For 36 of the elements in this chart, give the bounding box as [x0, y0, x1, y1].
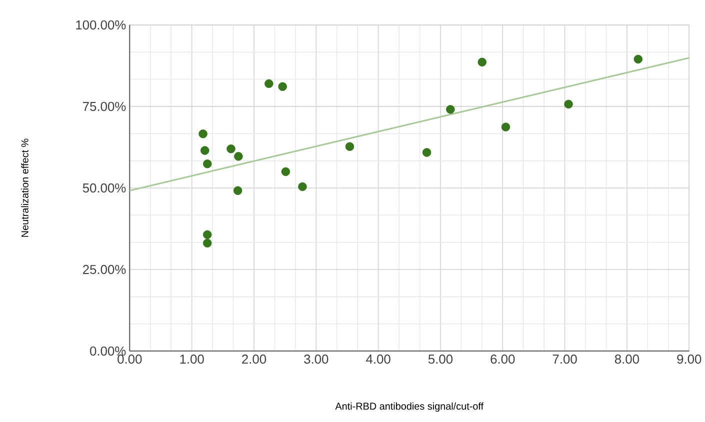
x-tick-label: 3.00 — [304, 354, 328, 364]
x-tick-label: 6.00 — [490, 354, 515, 364]
x-axis-title: Anti-RBD antibodies signal/cut-off — [335, 402, 484, 412]
point — [281, 167, 290, 176]
x-tick-label: 0.00 — [118, 354, 142, 364]
point — [202, 230, 212, 240]
point — [564, 100, 573, 109]
point — [233, 186, 242, 196]
point — [226, 144, 236, 154]
x-tick-label: 2.00 — [242, 354, 266, 364]
y-tick-label: 50.00% — [82, 183, 126, 193]
y-tick-label: 75.00% — [83, 102, 126, 112]
x-tick-label: 4.00 — [366, 354, 390, 364]
y-tick-label: 0.00% — [90, 346, 126, 356]
point — [202, 160, 212, 168]
point — [478, 58, 486, 67]
point — [202, 238, 212, 248]
x-tick-label: 1.00 — [180, 354, 204, 364]
point — [501, 122, 510, 132]
x-tick-label: 5.00 — [428, 354, 453, 364]
point — [634, 54, 643, 64]
x-tick-label: 8.00 — [614, 354, 640, 364]
y-axis-title: Neutralization effect % — [21, 138, 28, 237]
point — [264, 79, 274, 88]
y-tick-label: 25.00% — [82, 265, 126, 274]
y-tick-label: 100.00% — [76, 20, 126, 30]
point — [422, 148, 432, 157]
point — [298, 182, 307, 192]
point — [446, 105, 455, 114]
x-tick-label: 7.00 — [552, 354, 577, 364]
point — [345, 142, 354, 152]
point — [198, 130, 208, 138]
x-tick-label: 9.00 — [677, 354, 702, 364]
point — [234, 152, 243, 161]
point — [278, 82, 287, 92]
point — [200, 146, 210, 155]
